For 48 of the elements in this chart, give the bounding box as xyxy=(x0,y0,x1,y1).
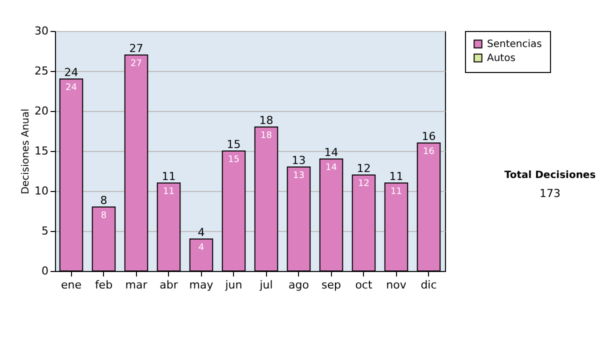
x-tick-label: abr xyxy=(160,278,178,292)
data-label: 11 xyxy=(390,187,402,197)
data-label: 16 xyxy=(423,147,435,157)
y-tick-label: 30 xyxy=(34,24,48,38)
y-tick-label: 10 xyxy=(34,184,48,198)
y-tick-label: 20 xyxy=(34,104,48,118)
total-label: 15 xyxy=(226,138,241,151)
y-axis-title: Decisiones Anual xyxy=(20,108,32,194)
data-label: 11 xyxy=(163,187,174,197)
legend-label: Sentencias xyxy=(487,39,542,50)
total-label: 12 xyxy=(356,162,371,175)
text: Total Decisiones xyxy=(503,170,597,181)
x-tick-label: may xyxy=(189,278,214,292)
data-label: 24 xyxy=(66,83,78,93)
total-label: 24 xyxy=(64,66,78,79)
y-tick-label: 0 xyxy=(42,264,48,278)
legend-label: Autos xyxy=(487,53,516,64)
x-tick-label: jun xyxy=(224,278,242,292)
total-label: 4 xyxy=(198,226,205,239)
x-tick-label: ene xyxy=(60,278,82,292)
x-tick-label: mar xyxy=(125,278,148,292)
x-tick-label: feb xyxy=(94,278,113,292)
data-label: 15 xyxy=(228,155,240,165)
data-label: 27 xyxy=(130,59,142,69)
data-label: 8 xyxy=(100,211,107,221)
y-tick-label: 25 xyxy=(34,64,48,78)
total-label: 8 xyxy=(100,194,108,207)
x-tick-label: dic xyxy=(420,278,437,292)
data-label: 18 xyxy=(260,131,272,141)
data-label: 13 xyxy=(293,171,304,181)
total-label: 11 xyxy=(162,170,176,183)
total-label: 13 xyxy=(292,154,306,167)
x-tick-label: ago xyxy=(288,278,310,292)
x-tick-label: nov xyxy=(386,278,407,292)
total-label: 11 xyxy=(389,170,404,183)
total-label: 18 xyxy=(259,114,274,127)
data-label: 12 xyxy=(358,179,370,189)
data-label: 14 xyxy=(326,163,338,173)
text: 173 xyxy=(538,187,562,200)
x-tick-label: oct xyxy=(355,278,373,292)
y-tick-label: 15 xyxy=(34,144,48,158)
data-label: 4 xyxy=(198,243,204,253)
x-tick-label: jul xyxy=(258,278,273,292)
x-tick-label: sep xyxy=(322,278,342,292)
total-label: 27 xyxy=(129,42,144,55)
total-label: 14 xyxy=(324,146,338,159)
y-tick-label: 5 xyxy=(42,224,48,238)
total-label: 16 xyxy=(422,130,436,143)
